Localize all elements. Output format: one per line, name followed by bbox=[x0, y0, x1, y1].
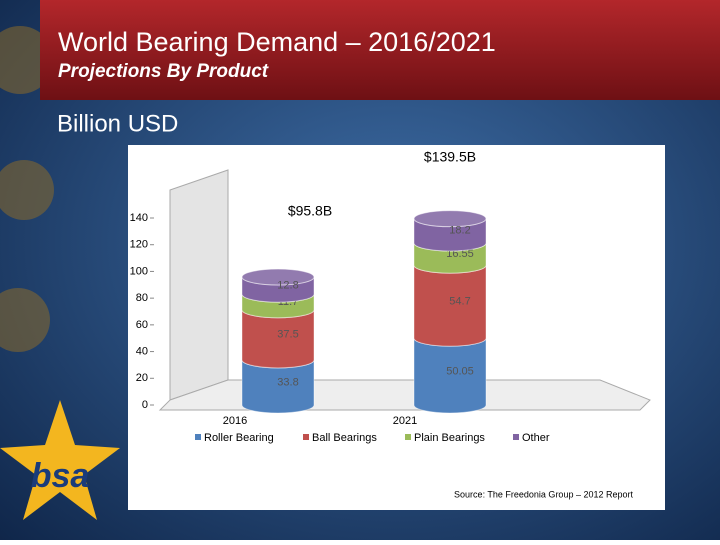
y-tick-label: 100 bbox=[130, 265, 148, 277]
value-label: 54.7 bbox=[449, 296, 470, 308]
value-label: 12.8 bbox=[277, 279, 298, 291]
total-label: $139.5B bbox=[424, 149, 476, 165]
x-tick-label: 2021 bbox=[393, 415, 417, 427]
y-tick-label: 140 bbox=[130, 212, 148, 224]
legend-swatch bbox=[405, 434, 411, 440]
segment-cap bbox=[241, 268, 315, 286]
value-label: 50.05 bbox=[446, 365, 474, 377]
value-label: 33.8 bbox=[277, 376, 298, 388]
y-tick-label: 0 bbox=[142, 399, 148, 411]
y-tick-label: 60 bbox=[136, 319, 148, 331]
back-wall bbox=[169, 169, 229, 401]
segment-cap bbox=[413, 210, 487, 228]
legend-label: Other bbox=[522, 432, 550, 444]
value-label: 16.55 bbox=[446, 248, 474, 260]
logo: bsa bbox=[0, 400, 120, 520]
legend-label: Roller Bearing bbox=[204, 432, 274, 444]
y-tick-label: 80 bbox=[136, 292, 148, 304]
slide-title: World Bearing Demand – 2016/2021 bbox=[58, 27, 496, 57]
unit-label: Billion USD bbox=[57, 110, 178, 137]
slide-subtitle: Projections By Product bbox=[58, 61, 269, 82]
title-bar bbox=[40, 0, 720, 100]
y-tick-label: 20 bbox=[136, 372, 148, 384]
legend-label: Plain Bearings bbox=[414, 432, 485, 444]
y-tick-label: 120 bbox=[130, 239, 148, 251]
legend-swatch bbox=[513, 434, 519, 440]
y-tick-label: 40 bbox=[136, 345, 148, 357]
value-label: 37.5 bbox=[277, 329, 298, 341]
x-tick-label: 2016 bbox=[223, 415, 247, 427]
svg-text:bsa: bsa bbox=[31, 457, 90, 495]
legend-swatch bbox=[303, 434, 309, 440]
value-label: 18.2 bbox=[449, 225, 470, 237]
total-label: $95.8B bbox=[288, 203, 332, 219]
source-note: Source: The Freedonia Group – 2012 Repor… bbox=[454, 489, 633, 499]
legend-swatch bbox=[195, 434, 201, 440]
legend-label: Ball Bearings bbox=[312, 432, 377, 444]
floor bbox=[158, 379, 651, 411]
